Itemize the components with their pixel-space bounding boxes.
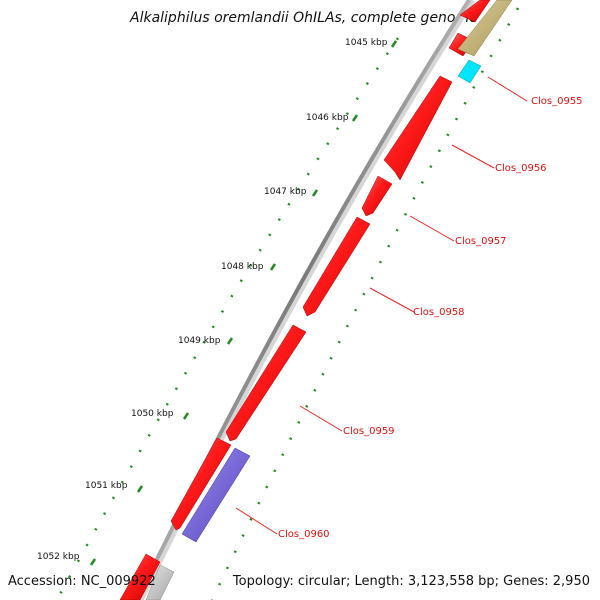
callout-line-clos-0960: [235, 507, 278, 535]
callout-line-clos-0959: [299, 405, 343, 432]
tick-mark-1051: [136, 485, 144, 493]
callout-line-clos-0957: [409, 215, 455, 242]
gene-arrow-forward: [225, 324, 307, 442]
gene-arrow-forward: [119, 553, 161, 600]
reverse-strand-genes: [145, 0, 513, 600]
tick-mark-1048: [269, 263, 277, 271]
tick-mark-1052: [89, 558, 97, 566]
tick-mark-1047: [311, 189, 319, 197]
gene-label-clos-0955: Clos_0955: [531, 96, 583, 107]
tick-label-1045: 1045 kbp: [345, 38, 388, 48]
gene-arrow-forward: [459, 0, 491, 23]
tick-label-1048: 1048 kbp: [221, 262, 264, 272]
gene-arrow-reverse: [457, 0, 513, 57]
outer-tick-ring: [210, 7, 520, 600]
tick-mark-1050: [182, 412, 190, 420]
callout-lines: [235, 76, 528, 535]
genome-summary: Topology: circular; Length: 3,123,558 bp…: [232, 574, 590, 589]
gene-label-clos-0960: Clos_0960: [278, 529, 330, 540]
accession-label: Accession: NC_009922: [8, 574, 156, 589]
tick-label-1051: 1051 kbp: [85, 481, 128, 491]
gene-label-clos-0957: Clos_0957: [455, 236, 507, 247]
gene-label-clos-0956: Clos_0956: [495, 163, 547, 174]
tick-labels: 1045 kbp 1046 kbp 1047 kbp 1048 kbp 1049…: [37, 38, 388, 562]
gene-arrow-reverse: [181, 447, 251, 543]
tick-label-1050: 1050 kbp: [131, 409, 174, 419]
gene-arrow-reverse: [145, 564, 175, 600]
gene-arrow-forward: [170, 437, 232, 531]
gene-arrow-reverse: [457, 59, 482, 84]
gene-arrow-forward: [302, 216, 371, 317]
tick-label-1049: 1049 kbp: [178, 336, 221, 346]
gene-arrow-forward: [383, 75, 453, 181]
tick-label-1052: 1052 kbp: [37, 552, 80, 562]
gene-label-clos-0959: Clos_0959: [343, 426, 395, 437]
tick-mark-1049: [226, 337, 234, 345]
major-ticks: [89, 40, 398, 566]
callout-line-clos-0956: [451, 144, 495, 169]
tick-mark-1045: [390, 40, 398, 48]
callout-line-clos-0955: [487, 76, 528, 102]
gene-arrow-forward: [361, 175, 393, 217]
tick-mark-1046: [351, 114, 359, 122]
gene-labels: Clos_0955 Clos_0956 Clos_0957 Clos_0958 …: [278, 96, 583, 540]
forward-strand-genes: [119, 0, 491, 600]
tick-label-1046: 1046 kbp: [306, 113, 349, 123]
page-title: Alkaliphilus oremlandii OhILAs, complete…: [130, 10, 478, 26]
callout-line-clos-0958: [369, 287, 415, 313]
tick-label-1047: 1047 kbp: [264, 187, 307, 197]
gene-label-clos-0958: Clos_0958: [413, 307, 465, 318]
inner-dotted-ring: [56, 37, 400, 599]
